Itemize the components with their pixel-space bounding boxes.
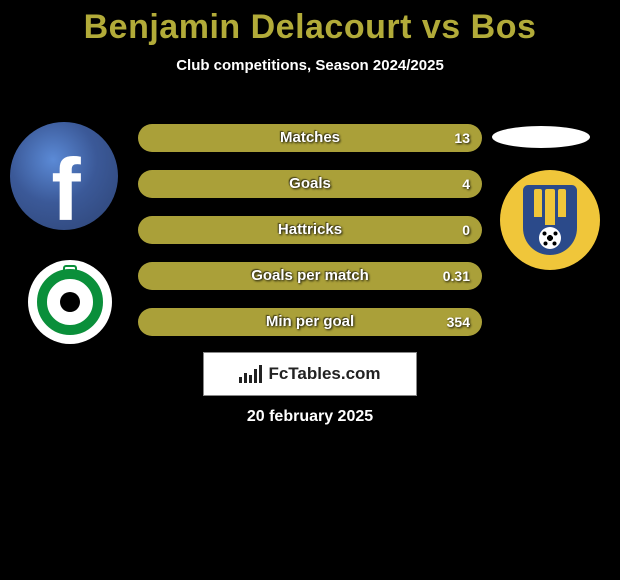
stat-value-right: 13 [454,124,470,152]
player-right-avatar [492,126,590,148]
subtitle: Club competitions, Season 2024/2025 [0,57,620,74]
player-left-club-badge [28,260,112,344]
stat-label: Matches [138,124,482,152]
stat-row: Goals4 [138,170,482,198]
brand-text: FcTables.com [268,364,380,384]
stat-row: Hattricks0 [138,216,482,244]
stat-label: Goals per match [138,262,482,290]
bar-chart-icon [239,365,262,383]
stat-value-right: 0.31 [443,262,470,290]
player-right-club-badge [500,170,600,270]
stat-value-right: 4 [462,170,470,198]
brand-badge[interactable]: FcTables.com [203,352,417,396]
stats-bars: Matches13 Goals4 Hattricks0 Goals per match… [138,124,482,354]
facebook-icon: f [51,139,80,230]
stat-row: Matches13 [138,124,482,152]
date-text: 20 february 2025 [0,408,620,426]
stat-row: Min per goal354 [138,308,482,336]
player-left-avatar: f [10,122,118,230]
stat-label: Min per goal [138,308,482,336]
comparison-card: Benjamin Delacourt vs Bos Club competiti… [0,0,620,450]
stat-value-right: 354 [447,308,470,336]
page-title: Benjamin Delacourt vs Bos [0,0,620,47]
stat-label: Hattricks [138,216,482,244]
stat-label: Goals [138,170,482,198]
stat-value-right: 0 [462,216,470,244]
stat-row: Goals per match0.31 [138,262,482,290]
